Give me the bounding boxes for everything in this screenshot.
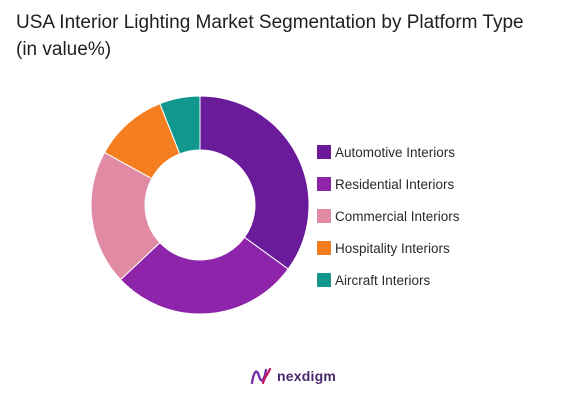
brand-name: nexdigm xyxy=(277,368,336,384)
legend-swatch xyxy=(317,273,331,287)
legend-label: Aircraft Interiors xyxy=(335,272,431,288)
legend-swatch xyxy=(317,145,331,159)
legend-swatch xyxy=(317,177,331,191)
legend-label: Automotive Interiors xyxy=(335,144,456,160)
slice-automotive-interiors xyxy=(199,95,310,270)
legend-swatch xyxy=(317,209,331,223)
legend-label: Residential Interiors xyxy=(335,176,455,192)
legend-swatch xyxy=(317,241,331,255)
donut-slices xyxy=(90,95,310,315)
legend-item-automotive-interiors: Automotive Interiors xyxy=(317,136,460,168)
legend-item-hospitality-interiors: Hospitality Interiors xyxy=(317,232,460,264)
legend-item-aircraft-interiors: Aircraft Interiors xyxy=(317,264,460,296)
nexdigm-logo-icon xyxy=(250,367,272,385)
slice-aircraft-interiors xyxy=(159,95,201,155)
legend-item-residential-interiors: Residential Interiors xyxy=(317,168,460,200)
slice-residential-interiors xyxy=(119,236,289,315)
chart-legend: Automotive Interiors Residential Interior… xyxy=(317,136,460,296)
legend-label: Hospitality Interiors xyxy=(335,240,450,256)
legend-item-commercial-interiors: Commercial Interiors xyxy=(317,200,460,232)
legend-label: Commercial Interiors xyxy=(335,208,460,224)
brand-footer: nexdigm xyxy=(250,366,336,386)
chart-title: USA Interior Lighting Market Segmentatio… xyxy=(16,12,524,60)
